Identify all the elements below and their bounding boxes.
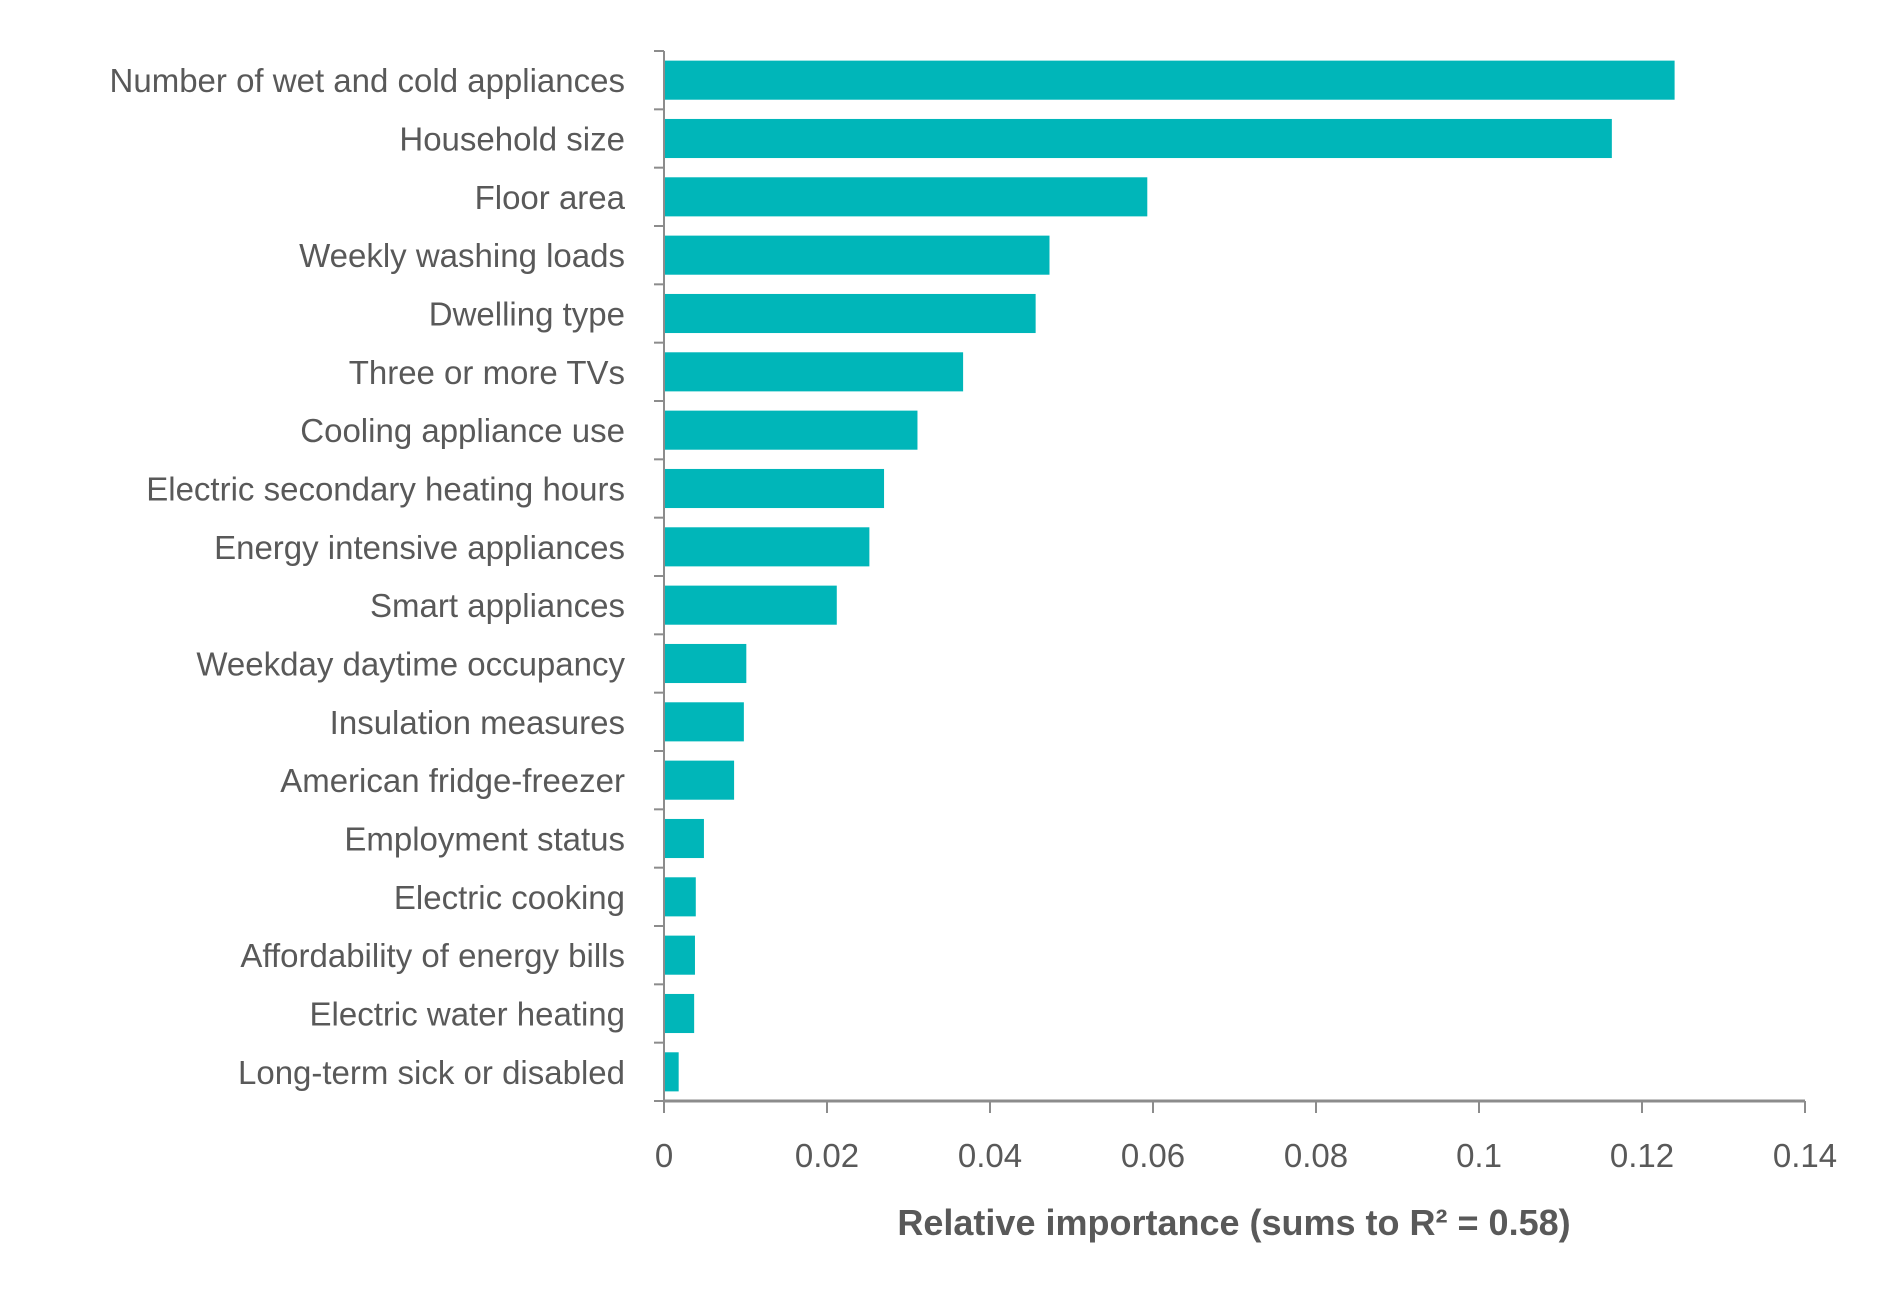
category-label: Dwelling type (429, 296, 625, 333)
bar (665, 468, 885, 509)
bar (665, 760, 735, 800)
category-label: Insulation measures (330, 704, 625, 741)
x-tick-label: 0.02 (795, 1137, 859, 1174)
x-tick-label: 0.14 (1773, 1137, 1837, 1174)
category-labels: Number of wet and cold appliances Househo… (110, 62, 626, 1091)
x-tick-label: 0.1 (1456, 1137, 1502, 1174)
bar (665, 410, 918, 450)
bar (665, 1052, 679, 1092)
bar (665, 177, 1148, 217)
category-label: Three or more TVs (349, 354, 625, 391)
x-tick-label: 0 (655, 1137, 673, 1174)
axes (654, 50, 1806, 1113)
category-label: Cooling appliance use (300, 412, 625, 449)
bar (665, 352, 964, 392)
bar (665, 527, 870, 567)
category-label: Affordability of energy bills (240, 937, 625, 974)
category-label: Long-term sick or disabled (238, 1054, 625, 1091)
bar (665, 585, 837, 625)
bars (665, 60, 1675, 1092)
category-label: Floor area (475, 179, 626, 216)
bar (665, 993, 695, 1034)
x-tick-label: 0.06 (1121, 1137, 1185, 1174)
category-label: American fridge-freezer (280, 762, 625, 799)
x-tick-labels: 0 0.02 0.04 0.06 0.08 0.1 0.12 0.14 (655, 1137, 1837, 1174)
category-label: Electric cooking (394, 879, 625, 916)
category-label: Number of wet and cold appliances (110, 62, 625, 99)
category-label: Electric secondary heating hours (146, 471, 625, 508)
category-label: Household size (399, 121, 625, 158)
bar (665, 818, 704, 859)
category-label: Energy intensive appliances (214, 529, 625, 566)
bar (665, 935, 695, 975)
bar (665, 293, 1036, 334)
category-label: Employment status (344, 821, 625, 858)
bar (665, 118, 1612, 159)
x-axis-title: Relative importance (sums to R² = 0.58) (897, 1202, 1570, 1243)
category-label: Weekday daytime occupancy (196, 646, 625, 683)
bar (665, 60, 1675, 100)
category-label: Electric water heating (310, 996, 625, 1033)
x-tick-label: 0.04 (958, 1137, 1022, 1174)
x-tick-label: 0.12 (1610, 1137, 1674, 1174)
bar (665, 235, 1050, 275)
x-tick-label: 0.08 (1284, 1137, 1348, 1174)
bar (665, 702, 744, 742)
bar (665, 877, 696, 917)
category-label: Weekly washing loads (299, 237, 625, 274)
bar (665, 643, 747, 684)
category-label: Smart appliances (370, 587, 625, 624)
